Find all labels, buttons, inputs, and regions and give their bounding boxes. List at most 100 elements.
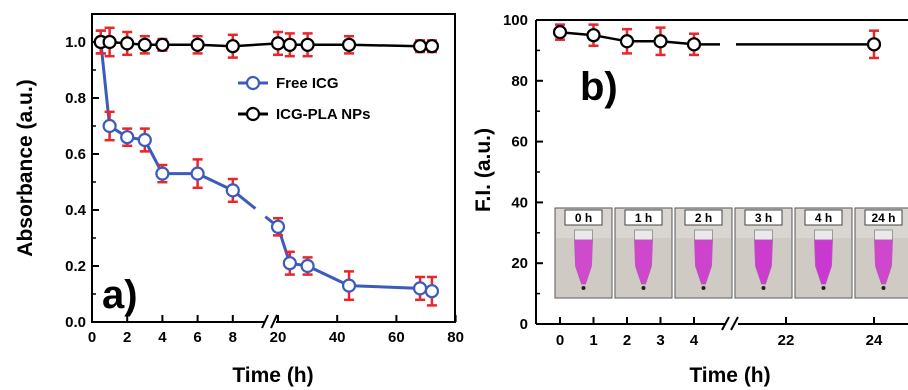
x-tick-label: 20 xyxy=(270,329,287,346)
data-point-free-icg xyxy=(412,281,428,296)
data-point-free-icg xyxy=(190,166,205,181)
data-point-icg-pla-nps xyxy=(270,36,286,51)
data-point-free-icg xyxy=(341,278,357,293)
vial-cap xyxy=(634,229,653,241)
axis-break-mark xyxy=(261,314,269,329)
x-tick-label: 4 xyxy=(158,329,167,346)
panel-b: 0 20 40 60 80 100 0 1 2 3 4 22 24 Time (h) F.I. (a.u.)… xyxy=(472,12,908,387)
vial-dot xyxy=(761,286,766,290)
y-tick-label: 100 xyxy=(503,12,528,29)
x-tick-label: 40 xyxy=(329,329,346,346)
vial-dot xyxy=(701,286,706,290)
inset-label: 1 h xyxy=(635,211,652,225)
data-point-icg-pla-nps xyxy=(137,37,152,52)
vial-dot xyxy=(821,286,826,290)
x-tick-label: 4 xyxy=(690,332,699,349)
vial-cap xyxy=(574,229,593,241)
panel-label-a: a) xyxy=(102,273,138,317)
x-tick-label: 24 xyxy=(866,332,883,349)
inset-label: 24 h xyxy=(871,211,895,225)
data-point-fi xyxy=(686,37,702,52)
inset-label: 0 h xyxy=(575,211,592,225)
x-tick-label: 1 xyxy=(589,332,597,349)
axis-break-mark xyxy=(721,316,730,331)
panel-label-b: b) xyxy=(580,65,618,109)
legend-label-free-icg: Free ICG xyxy=(276,75,339,92)
x-axis-label: Time (h) xyxy=(232,364,313,387)
x-tick-label: 80 xyxy=(447,329,464,346)
series-line-free-icg xyxy=(276,226,433,293)
inset-photo: 4 h xyxy=(794,207,853,299)
vial-dot xyxy=(881,286,886,290)
y-axis-label: Absorbance (a.u.) xyxy=(14,79,37,256)
vial-solution xyxy=(634,239,653,285)
data-point-icg-pla-nps xyxy=(190,37,205,52)
data-point-icg-pla-nps xyxy=(282,37,297,52)
data-point-fi xyxy=(552,25,568,40)
inset-label: 2 h xyxy=(695,211,712,225)
y-axis-label: F.I. (a.u.) xyxy=(472,128,495,212)
x-tick-label: 0 xyxy=(556,332,564,349)
inset-label-box xyxy=(744,209,783,226)
inset-photo: 24 h xyxy=(854,207,908,299)
data-point-free-icg xyxy=(120,130,135,145)
data-point-icg-pla-nps xyxy=(155,37,170,52)
panel-a: 0.0 0.2 0.4 0.6 0.8 1.0 0 2 4 6 8 20 40 60 80 Time (h) A… xyxy=(14,13,464,387)
inset-photo: 0 h xyxy=(554,207,613,299)
inset-label-box xyxy=(564,209,603,226)
data-point-free-icg xyxy=(270,219,286,234)
x-tick-label: 8 xyxy=(229,329,237,346)
y-tick-label: 0.8 xyxy=(65,90,86,107)
data-point-icg-pla-nps xyxy=(120,36,135,51)
inset-photo: 1 h xyxy=(614,207,673,299)
inset-label-box xyxy=(864,209,903,226)
data-point-fi xyxy=(586,28,601,43)
inset-label: 3 h xyxy=(755,211,772,225)
data-point-icg-pla-nps xyxy=(412,39,428,54)
data-point-icg-pla-nps xyxy=(300,37,315,52)
inset-label-box xyxy=(624,209,663,226)
y-tick-label: 20 xyxy=(511,255,528,272)
data-point-free-icg xyxy=(155,166,170,181)
data-point-free-icg xyxy=(102,118,117,134)
vial-cap xyxy=(874,229,893,241)
x-tick-label: 22 xyxy=(778,332,795,349)
vial-solution xyxy=(694,239,713,285)
x-tick-label: 2 xyxy=(123,329,131,346)
vial-cap xyxy=(814,229,833,241)
y-tick-label: 0.0 xyxy=(65,314,86,331)
vial-solution xyxy=(574,239,593,285)
inset-label-box xyxy=(804,209,843,226)
legend-marker-icg-pla-nps xyxy=(245,106,261,122)
inset-photo: 3 h xyxy=(734,207,793,299)
data-point-free-icg xyxy=(225,183,240,198)
vial-dot xyxy=(581,286,586,290)
y-tick-label: 0 xyxy=(520,316,528,333)
data-point-free-icg xyxy=(137,132,152,148)
vial-solution xyxy=(814,239,833,285)
legend-marker-free-icg xyxy=(245,75,261,91)
inset-label: 4 h xyxy=(815,211,832,225)
data-point-fi xyxy=(653,34,668,49)
x-tick-label: 60 xyxy=(388,329,405,346)
inset-label-box xyxy=(684,209,723,226)
y-tick-label: 0.6 xyxy=(65,146,86,163)
inset-photo: 2 h xyxy=(674,207,733,299)
y-tick-label: 0.4 xyxy=(65,202,87,219)
data-point-free-icg xyxy=(300,258,315,274)
data-point-free-icg xyxy=(424,284,440,299)
data-point-icg-pla-nps xyxy=(424,39,440,54)
vial-cap xyxy=(694,229,713,241)
y-tick-label: 80 xyxy=(511,73,528,90)
axis-break-mark xyxy=(270,314,278,329)
vial-dot xyxy=(641,286,646,290)
x-tick-label: 6 xyxy=(193,329,201,346)
data-point-icg-pla-nps xyxy=(102,34,117,50)
data-point-fi xyxy=(619,34,635,49)
vial-solution xyxy=(754,239,773,285)
axis-break-mark xyxy=(730,316,739,331)
data-point-free-icg xyxy=(282,256,297,271)
y-tick-label: 0.2 xyxy=(65,258,86,275)
x-tick-label: 3 xyxy=(656,332,664,349)
